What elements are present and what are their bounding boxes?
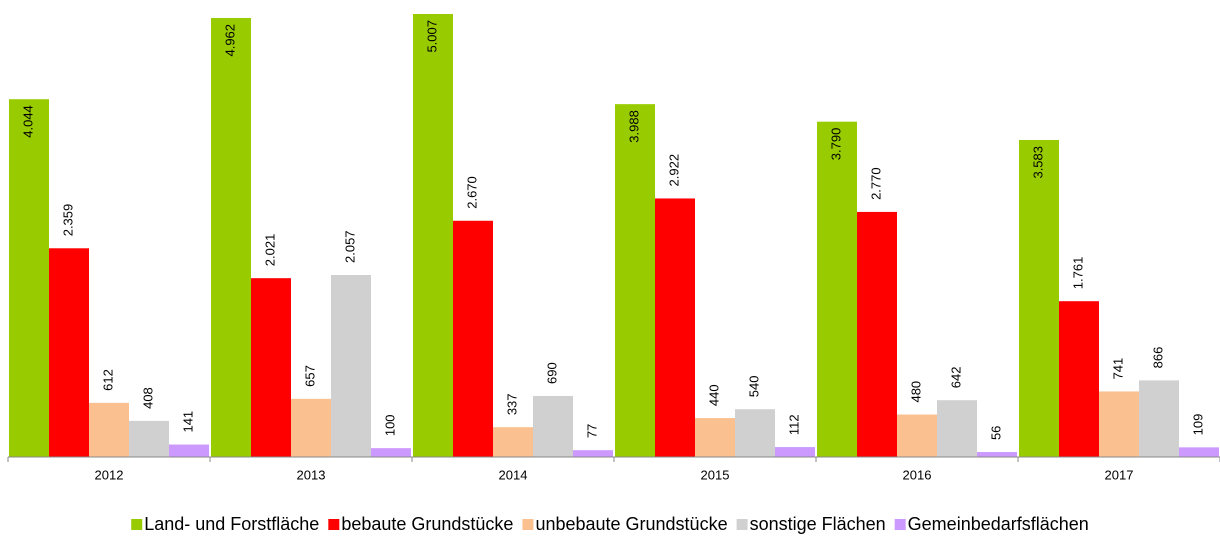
legend-label: sonstige Flächen	[750, 514, 886, 534]
bar	[615, 104, 655, 458]
bar	[1179, 447, 1219, 457]
data-label: 440	[706, 384, 721, 406]
legend-swatch	[328, 519, 340, 530]
bar	[1139, 380, 1179, 457]
bar	[857, 211, 897, 457]
bar	[937, 400, 977, 457]
bar	[573, 450, 613, 457]
data-label: 2.922	[666, 154, 681, 187]
data-label: 612	[100, 369, 115, 391]
bar	[211, 17, 251, 458]
legend-swatch	[522, 519, 534, 530]
legend-swatch	[736, 519, 748, 530]
legend-label: unbebaute Grundstücke	[535, 514, 727, 534]
bar	[655, 198, 695, 458]
bar	[49, 248, 89, 457]
legend-label: bebaute Grundstücke	[341, 514, 513, 534]
bar	[453, 220, 493, 457]
data-label: 141	[180, 411, 195, 433]
data-label: 100	[382, 414, 397, 436]
legend-label: Gemeinbedarfsflächen	[908, 514, 1089, 534]
data-label: 2.057	[342, 230, 357, 263]
x-tick-label: 2017	[1105, 467, 1134, 482]
data-label: 112	[786, 414, 801, 435]
data-label: 480	[908, 381, 923, 403]
data-label: 3.988	[626, 110, 641, 143]
bar	[1059, 301, 1099, 457]
data-label: 3.790	[828, 128, 843, 161]
data-label: 2.359	[60, 204, 75, 237]
data-label: 690	[544, 362, 559, 384]
data-label: 642	[948, 366, 963, 388]
bar	[695, 418, 735, 457]
bar	[251, 278, 291, 457]
x-tick-label: 2015	[701, 467, 730, 482]
bar	[735, 409, 775, 457]
data-label: 4.962	[222, 24, 237, 57]
data-label: 866	[1150, 347, 1165, 369]
legend-swatch	[131, 519, 143, 530]
bar	[977, 452, 1017, 457]
bar	[775, 447, 815, 457]
x-tick-label: 2012	[95, 467, 124, 482]
data-label: 77	[584, 424, 599, 438]
data-label: 2.021	[262, 234, 277, 267]
data-label: 4.044	[20, 105, 35, 138]
data-label: 1.761	[1070, 257, 1085, 290]
bar	[533, 395, 573, 457]
legend-swatch	[894, 519, 906, 530]
bar	[291, 398, 331, 457]
bar	[1019, 139, 1059, 457]
data-label: 109	[1190, 414, 1205, 436]
bar	[129, 420, 169, 457]
bar	[897, 414, 937, 457]
bar	[371, 448, 411, 457]
data-label: 56	[988, 426, 1003, 440]
data-label: 741	[1110, 358, 1125, 380]
x-tick-label: 2016	[903, 467, 932, 482]
bar	[169, 444, 209, 457]
bar	[817, 121, 857, 458]
bar	[493, 427, 533, 457]
data-label: 657	[302, 365, 317, 387]
bar	[331, 275, 371, 457]
data-label: 2.770	[868, 167, 883, 200]
data-label: 3.583	[1030, 146, 1045, 179]
data-label: 2.670	[464, 176, 479, 209]
bar	[1099, 391, 1139, 457]
bar	[89, 402, 129, 457]
data-label: 408	[140, 387, 155, 409]
legend-label: Land- und Forstfläche	[144, 514, 319, 534]
bar	[413, 14, 453, 457]
data-label: 5.007	[424, 20, 439, 53]
data-label: 337	[504, 393, 519, 415]
bar	[9, 99, 49, 457]
x-tick-label: 2014	[499, 467, 528, 482]
data-label: 540	[746, 376, 761, 398]
x-tick-label: 2013	[297, 467, 326, 482]
